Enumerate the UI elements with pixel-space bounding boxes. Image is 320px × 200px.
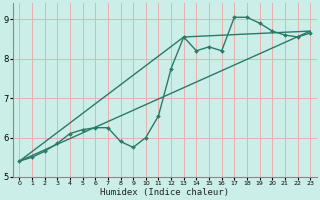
X-axis label: Humidex (Indice chaleur): Humidex (Indice chaleur)	[100, 188, 229, 197]
